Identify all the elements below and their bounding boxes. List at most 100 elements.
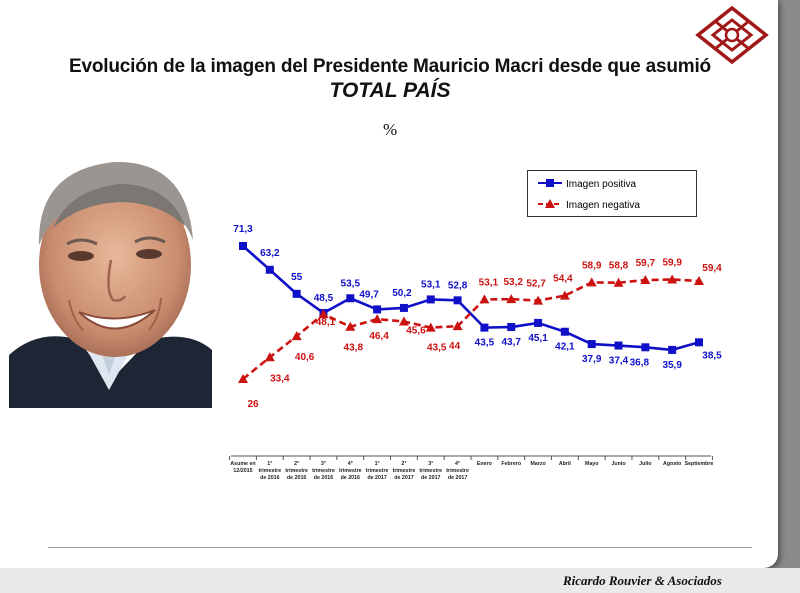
data-label-negative: 26 xyxy=(247,399,259,410)
footer-band xyxy=(0,568,800,593)
x-tick-label: 3° trimestre de 2016 xyxy=(312,461,335,481)
data-point-positive xyxy=(426,295,435,304)
data-label-negative: 43,5 xyxy=(427,343,447,354)
data-label-positive: 71,3 xyxy=(233,224,253,235)
x-tick-label: Mayo xyxy=(585,461,599,467)
data-label-negative: 59,7 xyxy=(636,258,656,269)
data-point-negative xyxy=(559,290,570,300)
data-point-negative xyxy=(318,309,329,319)
data-label-negative: 53,1 xyxy=(479,277,499,288)
x-tick-label: Julio xyxy=(639,461,652,467)
chart-legend: Imagen positiva Imagen negativa xyxy=(527,170,697,217)
x-tick-label: Enero xyxy=(477,461,493,467)
data-point-positive xyxy=(534,318,543,327)
data-point-negative xyxy=(345,321,356,331)
data-point-negative xyxy=(667,274,678,284)
data-point-positive xyxy=(587,340,596,349)
data-label-negative: 45,6 xyxy=(406,325,426,336)
data-point-positive xyxy=(614,341,623,350)
page-subtitle: TOTAL PAÍS xyxy=(329,79,451,102)
data-label-negative: 44 xyxy=(449,341,461,352)
data-point-negative xyxy=(264,352,275,362)
data-point-positive xyxy=(560,327,569,336)
data-label-positive: 42,1 xyxy=(555,342,575,353)
data-point-negative xyxy=(640,275,651,285)
x-tick-label: 3° trimestre de 2017 xyxy=(419,461,442,481)
data-label-negative: 43,8 xyxy=(344,343,364,354)
x-tick-label: Septiembre xyxy=(685,461,714,467)
x-tick-label: Junio xyxy=(611,461,626,467)
data-point-positive xyxy=(480,323,489,332)
data-label-positive: 35,9 xyxy=(662,360,682,371)
data-label-negative: 33,4 xyxy=(270,373,290,384)
data-label-positive: 63,2 xyxy=(260,248,280,259)
portrait-photo xyxy=(9,150,212,408)
data-label-positive: 53,5 xyxy=(341,278,361,289)
data-point-negative xyxy=(425,322,436,332)
footer-divider xyxy=(48,547,752,548)
data-label-positive: 45,1 xyxy=(528,333,548,344)
data-label-positive: 37,9 xyxy=(582,354,602,365)
x-tick-label: 4° trimestre de 2016 xyxy=(339,461,362,481)
data-point-positive xyxy=(641,343,650,352)
x-tick-label: Agosto xyxy=(663,461,682,467)
data-point-negative xyxy=(291,331,302,341)
x-tick-label: Asume en 12/2015 xyxy=(230,461,255,474)
data-point-positive xyxy=(346,294,355,303)
data-point-negative xyxy=(694,275,704,285)
legend-negative-label: Imagen negativa xyxy=(566,200,640,211)
data-label-positive: 48,5 xyxy=(314,293,334,304)
data-label-positive: 43,7 xyxy=(502,337,522,348)
unit-label: % xyxy=(383,120,398,139)
data-label-negative: 54,4 xyxy=(553,274,573,285)
data-point-positive xyxy=(507,323,516,332)
data-label-negative: 46,4 xyxy=(369,331,389,342)
data-label-positive: 49,7 xyxy=(359,289,379,300)
legend-negative-marker xyxy=(545,199,555,208)
data-label-negative: 53,2 xyxy=(504,277,524,288)
data-label-positive: 55 xyxy=(291,272,303,283)
x-tick-label: Febrero xyxy=(501,461,521,467)
data-point-positive xyxy=(453,296,462,305)
data-point-negative xyxy=(238,374,248,383)
data-label-negative: 58,9 xyxy=(582,260,602,271)
data-point-negative xyxy=(586,277,597,287)
data-point-negative xyxy=(398,316,409,326)
x-tick-label: 4° trimestre de 2017 xyxy=(446,461,469,481)
data-label-positive: 37,4 xyxy=(609,356,629,367)
data-label-negative: 59,9 xyxy=(662,257,682,268)
data-point-negative xyxy=(613,277,624,287)
data-label-positive: 53,1 xyxy=(421,279,441,290)
legend-positive-label: Imagen positiva xyxy=(566,179,636,190)
data-point-positive xyxy=(373,305,382,314)
data-label-negative: 59,4 xyxy=(702,263,722,274)
data-point-positive xyxy=(399,303,408,312)
data-point-positive xyxy=(265,265,274,274)
data-label-positive: 52,8 xyxy=(448,280,468,291)
x-tick-label: Marzo xyxy=(530,461,546,467)
x-tick-label: 2° trimestre de 2016 xyxy=(285,461,308,481)
data-point-positive xyxy=(292,289,301,298)
data-point-positive xyxy=(239,242,247,250)
data-label-positive: 38,5 xyxy=(702,350,722,361)
x-tick-label: 1° trimestre de 2016 xyxy=(258,461,281,481)
data-point-positive xyxy=(668,345,677,354)
data-point-negative xyxy=(533,295,544,305)
data-point-negative xyxy=(479,294,490,304)
data-label-negative: 52,7 xyxy=(526,279,546,290)
data-point-negative xyxy=(506,294,517,304)
credit-text: Ricardo Rouvier & Asociados xyxy=(563,573,722,588)
x-tick-label: 2° trimestre de 2017 xyxy=(393,461,416,481)
series-positive-line xyxy=(242,245,700,352)
data-label-negative: 48,1 xyxy=(316,317,336,328)
x-tick-label: 1° trimestre de 2017 xyxy=(366,461,389,481)
legend-positive-marker xyxy=(546,179,554,187)
data-point-negative xyxy=(372,314,383,324)
data-label-positive: 43,5 xyxy=(475,338,495,349)
data-point-negative xyxy=(452,321,463,331)
data-label-positive: 50,2 xyxy=(392,288,412,299)
data-label-negative: 58,8 xyxy=(609,261,629,272)
x-tick-label: Abril xyxy=(559,461,572,467)
page-title: Evolución de la imagen del Presidente Ma… xyxy=(69,56,711,77)
